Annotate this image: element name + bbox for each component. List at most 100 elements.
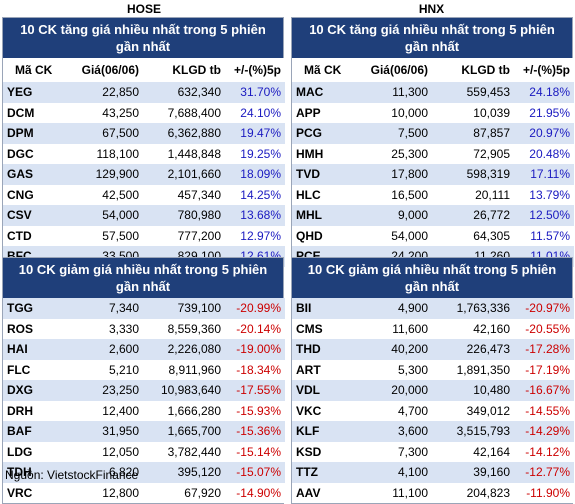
price-cell: 42,500 xyxy=(65,184,143,205)
change-cell: -20.14% xyxy=(225,318,285,339)
volume-cell: 10,983,640 xyxy=(143,380,225,401)
price-cell: 12,400 xyxy=(65,400,143,421)
stock-code: LDG xyxy=(3,441,65,462)
change-cell: -19.00% xyxy=(225,339,285,360)
table-row: CMS 11,600 42,160 -20.55% xyxy=(292,318,574,339)
stock-code: HMH xyxy=(292,143,354,164)
change-cell: -20.55% xyxy=(514,318,574,339)
volume-cell: 632,340 xyxy=(143,82,225,103)
table-row: HLC 16,500 20,111 13.79% xyxy=(292,184,574,205)
price-cell: 3,330 xyxy=(65,318,143,339)
price-cell: 22,850 xyxy=(65,82,143,103)
hose-title: HOSE xyxy=(126,2,161,16)
table-row: ROS 3,330 8,559,360 -20.14% xyxy=(3,318,285,339)
change-cell: -15.93% xyxy=(225,400,285,421)
price-cell: 7,300 xyxy=(354,441,432,462)
change-cell: 19.25% xyxy=(225,143,285,164)
stock-code: MHL xyxy=(292,205,354,226)
volume-cell: 20,111 xyxy=(432,184,514,205)
table-row: DGC 118,100 1,448,848 19.25% xyxy=(3,143,285,164)
header-price: Giá(06/06) xyxy=(354,58,432,82)
stock-code: DPM xyxy=(3,123,65,144)
table-row: VDL 20,000 10,480 -16.67% xyxy=(292,380,574,401)
table-row: YEG 22,850 632,340 31.70% xyxy=(3,82,285,103)
volume-cell: 780,980 xyxy=(143,205,225,226)
table-header-row: Mã CK Giá(06/06) KLGD tb +/-(%)5p xyxy=(292,58,574,82)
stock-code: HAI xyxy=(3,339,65,360)
change-cell: 14.25% xyxy=(225,184,285,205)
volume-cell: 2,226,080 xyxy=(143,339,225,360)
stock-code: ROS xyxy=(3,318,65,339)
volume-cell: 1,448,848 xyxy=(143,143,225,164)
price-cell: 7,340 xyxy=(65,298,143,319)
hose-losers-heading: 10 CK giảm giá nhiều nhất trong 5 phiên … xyxy=(3,258,283,298)
table-row: HAI 2,600 2,226,080 -19.00% xyxy=(3,339,285,360)
table-row: VKC 4,700 349,012 -14.55% xyxy=(292,400,574,421)
table-row: FLC 5,210 8,911,960 -18.34% xyxy=(3,359,285,380)
volume-cell: 87,857 xyxy=(432,123,514,144)
stock-code: THD xyxy=(292,339,354,360)
volume-cell: 6,362,880 xyxy=(143,123,225,144)
volume-cell: 3,515,793 xyxy=(432,421,514,442)
price-cell: 9,000 xyxy=(354,205,432,226)
price-cell: 7,500 xyxy=(354,123,432,144)
table-row: CTD 57,500 777,200 12.97% xyxy=(3,225,285,246)
volume-cell: 395,120 xyxy=(143,462,225,483)
stock-code: CSV xyxy=(3,205,65,226)
table-row: DXG 23,250 10,983,640 -17.55% xyxy=(3,380,285,401)
stock-code: BAF xyxy=(3,421,65,442)
volume-cell: 457,340 xyxy=(143,184,225,205)
volume-cell: 1,763,336 xyxy=(432,298,514,319)
table-row: CNG 42,500 457,340 14.25% xyxy=(3,184,285,205)
table-row: PCG 7,500 87,857 20.97% xyxy=(292,123,574,144)
price-cell: 16,500 xyxy=(354,184,432,205)
change-cell: -15.07% xyxy=(225,462,285,483)
table-row: BAF 31,950 1,665,700 -15.36% xyxy=(3,421,285,442)
stock-code: BII xyxy=(292,298,354,319)
price-cell: 11,600 xyxy=(354,318,432,339)
stock-code: FLC xyxy=(3,359,65,380)
price-cell: 10,000 xyxy=(354,102,432,123)
stock-code: VKC xyxy=(292,400,354,421)
table-row: TDH 6,820 395,120 -15.07% xyxy=(3,462,285,483)
table-row: HMH 25,300 72,905 20.48% xyxy=(292,143,574,164)
stock-code: ART xyxy=(292,359,354,380)
volume-cell: 1,891,350 xyxy=(432,359,514,380)
change-cell: -14.29% xyxy=(514,421,574,442)
header-price: Giá(06/06) xyxy=(65,58,143,82)
table-row: KSD 7,300 42,164 -14.12% xyxy=(292,441,574,462)
stock-code: DCM xyxy=(3,102,65,123)
volume-cell: 8,559,360 xyxy=(143,318,225,339)
change-cell: -15.14% xyxy=(225,441,285,462)
table-row: MAC 11,300 559,453 24.18% xyxy=(292,82,574,103)
source-note: Nguồn: VietstockFinance xyxy=(5,468,139,482)
change-cell: 20.48% xyxy=(514,143,574,164)
price-cell: 129,900 xyxy=(65,164,143,185)
change-cell: 31.70% xyxy=(225,82,285,103)
table-row: DCM 43,250 7,688,400 24.10% xyxy=(3,102,285,123)
table-row: ART 5,300 1,891,350 -17.19% xyxy=(292,359,574,380)
table-row: APP 10,000 10,039 21.95% xyxy=(292,102,574,123)
volume-cell: 8,911,960 xyxy=(143,359,225,380)
hose-losers-panel: 10 CK giảm giá nhiều nhất trong 5 phiên … xyxy=(2,257,285,504)
table-row: THD 40,200 226,473 -17.28% xyxy=(292,339,574,360)
stock-code: APP xyxy=(292,102,354,123)
change-cell: -18.34% xyxy=(225,359,285,380)
change-cell: 11.57% xyxy=(514,225,574,246)
volume-cell: 42,164 xyxy=(432,441,514,462)
volume-cell: 42,160 xyxy=(432,318,514,339)
price-cell: 25,300 xyxy=(354,143,432,164)
price-cell: 12,050 xyxy=(65,441,143,462)
hnx-title: HNX xyxy=(418,2,445,16)
header-volume: KLGD tb xyxy=(143,58,225,82)
table-row: KLF 3,600 3,515,793 -14.29% xyxy=(292,421,574,442)
change-cell: -17.55% xyxy=(225,380,285,401)
price-cell: 2,600 xyxy=(65,339,143,360)
volume-cell: 10,480 xyxy=(432,380,514,401)
change-cell: 17.11% xyxy=(514,164,574,185)
hose-gainers-heading: 10 CK tăng giá nhiều nhất trong 5 phiên … xyxy=(3,18,283,58)
price-cell: 5,210 xyxy=(65,359,143,380)
volume-cell: 598,319 xyxy=(432,164,514,185)
hnx-gainers-heading: 10 CK tăng giá nhiều nhất trong 5 phiên … xyxy=(292,18,572,58)
volume-cell: 72,905 xyxy=(432,143,514,164)
